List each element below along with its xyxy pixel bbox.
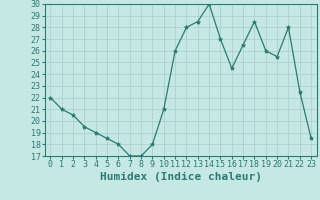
X-axis label: Humidex (Indice chaleur): Humidex (Indice chaleur) [100,172,262,182]
